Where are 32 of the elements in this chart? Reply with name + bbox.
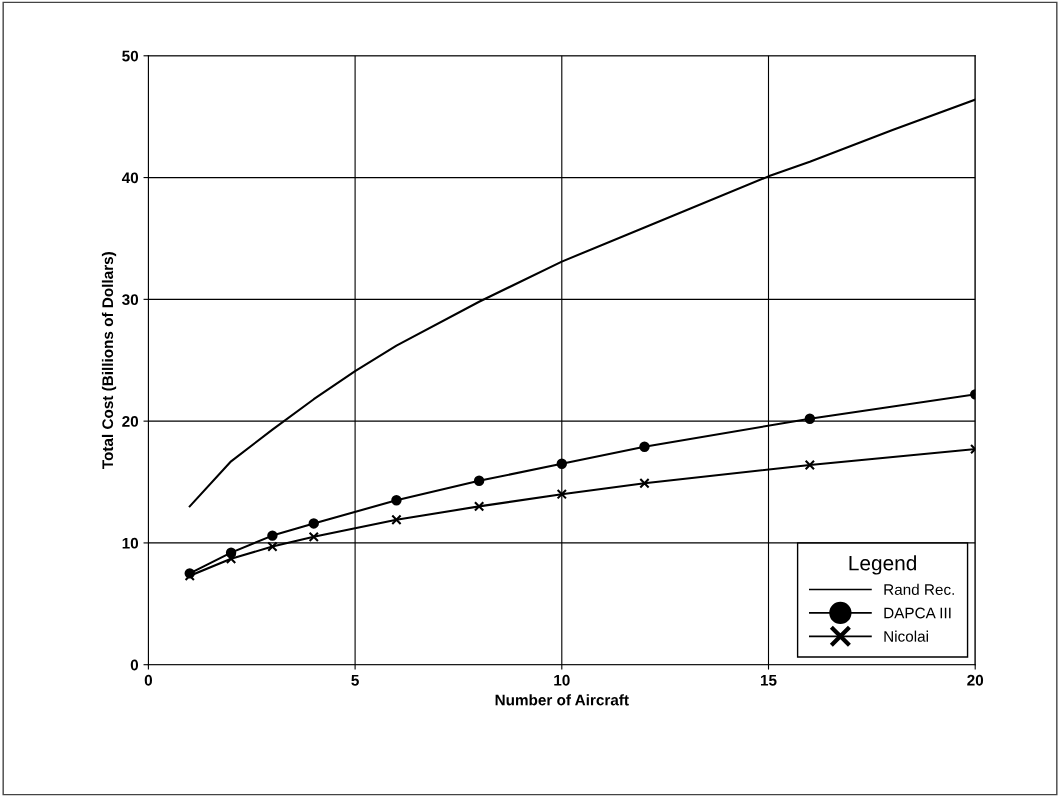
point xyxy=(391,514,402,525)
x-axis-title: Number of Aircraft xyxy=(495,694,629,706)
point xyxy=(556,458,568,469)
x-tick-label: 15 xyxy=(760,674,777,686)
point xyxy=(556,489,568,500)
point xyxy=(804,459,816,471)
legend-label: Rand Rec. xyxy=(884,583,954,595)
y-tick-label: 20 xyxy=(122,416,139,427)
point xyxy=(308,518,319,529)
x-tick-label: 20 xyxy=(967,674,984,686)
point xyxy=(225,553,237,564)
y-tick-label: 10 xyxy=(122,537,139,549)
y-tick-label: 50 xyxy=(122,50,139,62)
point xyxy=(308,531,319,543)
legend-title: Legend xyxy=(849,555,916,575)
point xyxy=(473,501,485,512)
y-tick-label: 0 xyxy=(130,659,139,671)
x-tick-label: 0 xyxy=(144,674,153,686)
point xyxy=(267,541,278,552)
x-tick-label: 5 xyxy=(351,674,359,686)
point xyxy=(391,495,402,506)
point xyxy=(639,441,650,452)
legend-label: Nicolai xyxy=(884,630,928,642)
point xyxy=(267,530,278,541)
y-axis-title: Total Cost (Billions of Dollars) xyxy=(101,252,117,469)
y-tick-label: 30 xyxy=(122,294,139,306)
x-tick-label: 10 xyxy=(554,674,570,686)
point xyxy=(639,478,650,489)
legend-label: DAPCA III xyxy=(884,607,951,619)
y-tick-label: 40 xyxy=(121,172,139,184)
point xyxy=(804,413,816,424)
point xyxy=(473,475,485,487)
